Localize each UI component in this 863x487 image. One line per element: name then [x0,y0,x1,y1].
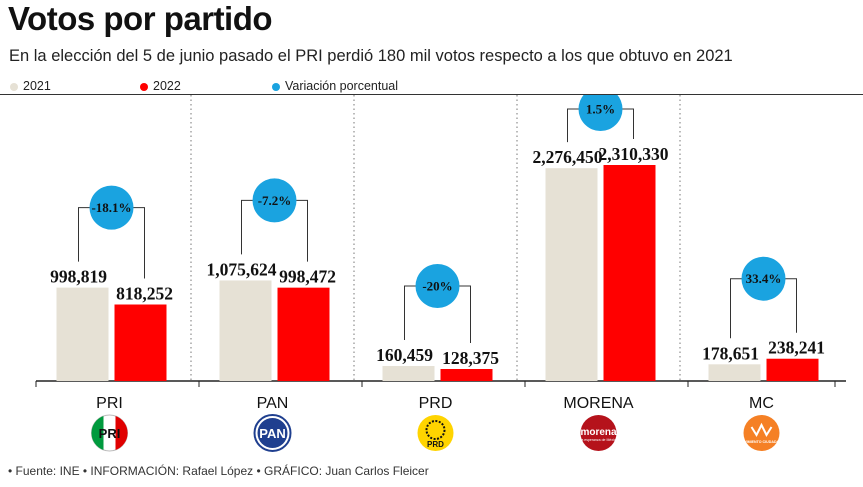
legend-item-variacion: Variación porcentual [272,79,398,93]
pri-logo-red [115,416,128,450]
bar-2021-pri [56,287,109,381]
pri-logo-text: PRI [99,426,121,441]
data-label-2022-prd: 128,375 [442,348,499,368]
data-label-2021-pri: 998,819 [50,267,107,287]
pri-logo-green [91,416,104,450]
morena-logo-text: morena [580,427,617,438]
data-label-2022-pri: 818,252 [116,283,173,303]
page-title: Votos por partido [8,0,273,37]
variation-bubble-morena [578,95,623,131]
footer-credits: • Fuente: INE • INFORMACIÓN: Rafael Lópe… [8,464,429,478]
category-label-pan: PAN [257,395,289,412]
legend-swatch-2021 [10,82,18,91]
data-label-2021-pan: 1,075,624 [207,259,277,279]
morena-logo-circle [580,415,617,451]
prd-logo-sun [425,420,446,440]
data-label-2022-pan: 998,472 [279,267,336,287]
page-subtitle: En la elección del 5 de junio pasado el … [9,47,733,65]
bar-2021-morena [545,168,598,381]
data-label-2022-morena: 2,310,330 [599,144,669,164]
bar-2022-morena [603,165,656,381]
mc-logo-eagle [750,422,773,438]
pan-logo-inner [257,418,288,448]
variation-bubble-pan [252,178,297,223]
bar-2021-mc [708,364,761,381]
bar-2021-prd [382,365,435,381]
mc-logo-text: MOVIMIENTO CIUDADANO [738,440,784,444]
legend-label-variacion: Variación porcentual [285,79,399,93]
legend-item-2022: 2022 [140,79,181,93]
variation-bubble-mc [741,256,786,301]
bar-2022-mc [766,358,819,381]
legend: 2021 2022 Variación porcentual [0,78,863,95]
legend-label-2021: 2021 [23,79,51,93]
bar-2022-pri [114,304,167,381]
morena-logo-tagline: La esperanza de México [579,438,617,442]
data-label-2021-prd: 160,459 [376,345,433,365]
prd-logo-text: PRD [427,440,444,449]
data-label-2021-morena: 2,276,450 [533,147,603,167]
legend-swatch-variacion [272,82,280,91]
mc-logo-circle [743,415,780,451]
bar-2021-pan [219,280,272,381]
bar-chart: 998,819 818,252 -18.1% PRI 1,075,624 998,472 -… [35,95,846,452]
category-label-morena: MORENA [563,395,634,412]
legend-swatch-2022 [140,82,148,91]
variation-bubble-prd [415,263,460,308]
legend-label-2022: 2022 [153,79,181,93]
pan-logo-text: PAN [259,426,285,441]
bar-2022-prd [440,368,493,381]
data-label-2021-mc: 178,651 [702,343,759,363]
category-label-mc: MC [749,395,774,412]
variation-label-morena: 1.5% [586,102,615,117]
legend-item-2021: 2021 [10,79,51,93]
variation-bubble-pri [89,185,134,230]
variation-label-pan: -7.2% [258,193,292,208]
bar-2022-pan [277,287,330,381]
variation-label-prd: -20% [422,278,452,293]
variation-label-pri: -18.1% [91,200,131,215]
category-label-prd: PRD [419,395,453,412]
variation-label-mc: 33.4% [746,271,782,286]
data-label-2022-mc: 238,241 [768,338,825,358]
prd-logo-circle [417,415,454,451]
category-label-pri: PRI [96,395,123,412]
